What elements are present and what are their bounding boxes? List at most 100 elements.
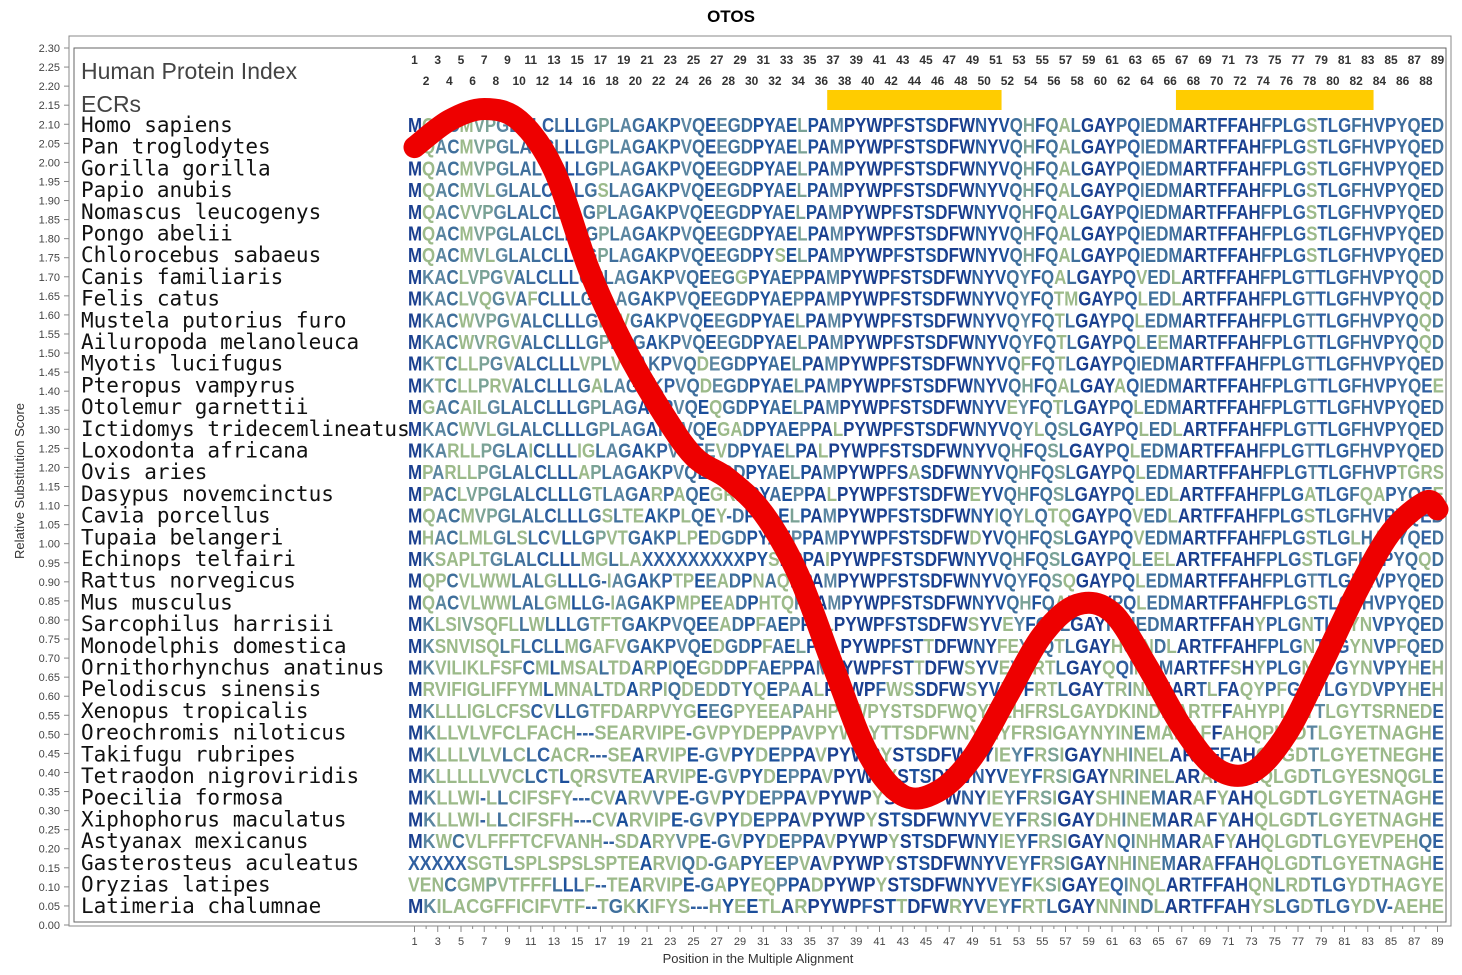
- sequence-row: MQACMVPGLALCLLLGPLAGAKPVQEEGDPYAELPAMPYW…: [408, 224, 1444, 246]
- x-tick-label: 59: [1083, 936, 1095, 948]
- x-tick-label: 11: [525, 936, 536, 948]
- sequence-row: MKTCLLPGVALCLLLVPLVGAKPVQDEGDPYAELPAMPYW…: [408, 354, 1444, 376]
- human-index-number: 56: [1047, 74, 1061, 88]
- x-axis-label: Position in the Multiple Alignment: [663, 951, 854, 966]
- y-tick-label: 2.00: [39, 157, 60, 169]
- human-index-number: 41: [873, 53, 887, 67]
- species-label: Ictidomys tridecemlineatus: [81, 417, 410, 441]
- sequence-row: MKILACGFFICIFVTF--TGKKIFYS---HYEETLARPYW…: [408, 896, 1444, 918]
- y-axis: 0.00 0.05 0.10 0.15 0.20 0.25 0.30 0.35 0.40 0.45…: [39, 43, 69, 932]
- y-tick-label: 0.05: [39, 901, 60, 913]
- human-index-number: 4: [446, 74, 453, 88]
- ecr-bar: [1175, 90, 1374, 110]
- y-tick-label: 1.80: [39, 234, 60, 246]
- sequence-row: MQACMVPGLALCLLLGSLTEAKPLQEY-DPYAELPAMPYW…: [408, 506, 1444, 528]
- sequence-row: MKACWVRGVALCLLLGPLAGAKPVQEEGDPYAELPAMPYW…: [408, 332, 1444, 354]
- sequence-row: MKACLVQGVAFCLLLGPLAGAKPVQEEGDPYAEPPAMPYW…: [408, 289, 1444, 311]
- sequence-row: MKSNVISQLFLCLLMGAFVGAKPVQEDGDPFAELPDLPYW…: [408, 636, 1444, 658]
- y-tick-label: 0.25: [39, 825, 60, 837]
- species-label: Pteropus vampyrus: [81, 373, 296, 397]
- human-index-number: 51: [989, 53, 1003, 67]
- human-index-number: 59: [1082, 53, 1096, 67]
- human-index-number: 2: [423, 74, 430, 88]
- x-tick-label: 81: [1338, 936, 1350, 948]
- human-index-odd-row: 1 3 5 7 9 11 13 15 17 19 21 23 25 27 29 31 33 35 37 39 41 43 4…: [411, 53, 1444, 67]
- human-index-number: 44: [908, 74, 922, 88]
- species-label: Pan troglodytes: [81, 135, 271, 159]
- y-tick-label: 0.35: [39, 787, 60, 799]
- human-index-number: 33: [780, 53, 794, 67]
- human-index-number: 14: [559, 74, 573, 88]
- human-index-number: 35: [803, 53, 817, 67]
- human-index-number: 26: [698, 74, 712, 88]
- human-index-number: 49: [966, 53, 980, 67]
- species-label: Mustela putorius furo: [81, 308, 347, 332]
- human-index-number: 74: [1256, 74, 1270, 88]
- y-tick-label: 1.55: [39, 329, 60, 341]
- species-label: Oreochromis niloticus: [81, 721, 347, 745]
- y-tick-label: 1.70: [39, 272, 60, 284]
- species-label: Rattus norvegicus: [81, 569, 296, 593]
- y-tick-label: 2.10: [39, 119, 60, 131]
- human-index-number: 60: [1094, 74, 1108, 88]
- x-tick-label: 47: [943, 936, 955, 948]
- species-label: Echinops telfairi: [81, 547, 296, 571]
- ecr-bar: [827, 90, 1002, 110]
- sequence-row: MKACLVPGVALCLLLGPLAGAKPVQEEGGPYAEPPAMPYW…: [408, 267, 1444, 289]
- human-index-number: 39: [850, 53, 864, 67]
- human-index-number: 54: [1024, 74, 1038, 88]
- human-index-number: 25: [687, 53, 701, 67]
- human-index-number: 71: [1222, 53, 1236, 67]
- x-tick-label: 55: [1036, 936, 1048, 948]
- y-tick-label: 1.45: [39, 367, 60, 379]
- sequence-row: MKVILIKLFSFCMLMSALTDARPIQEGDDPFAEPPAMPYW…: [408, 658, 1444, 680]
- species-label: Ornithorhynchus anatinus: [81, 656, 384, 680]
- x-tick-label: 89: [1431, 936, 1443, 948]
- y-tick-label: 0.55: [39, 710, 60, 722]
- species-label: Dasypus novemcinctus: [81, 482, 334, 506]
- y-tick-label: 0.60: [39, 691, 60, 703]
- x-tick-label: 15: [571, 936, 583, 948]
- x-tick-label: 53: [1013, 936, 1025, 948]
- species-label: Monodelphis domestica: [81, 634, 347, 658]
- human-index-number: 73: [1245, 53, 1259, 67]
- y-tick-label: 0.70: [39, 653, 60, 665]
- human-index-number: 23: [664, 53, 678, 67]
- species-label: Nomascus leucogenys: [81, 200, 321, 224]
- y-tick-label: 1.90: [39, 196, 60, 208]
- human-index-number: 6: [469, 74, 476, 88]
- human-index-number: 3: [434, 53, 441, 67]
- human-index-number: 69: [1198, 53, 1212, 67]
- sequence-row: MQACMVPGLALCLLLGPLAGAKPVQEEGDPYAELPAMPYW…: [408, 158, 1444, 180]
- species-label: Myotis lucifugus: [81, 352, 283, 376]
- x-tick-label: 83: [1362, 936, 1374, 948]
- x-tick-label: 49: [966, 936, 978, 948]
- y-tick-label: 2.20: [39, 81, 60, 93]
- x-tick-label: 39: [850, 936, 862, 948]
- y-tick-label: 2.05: [39, 138, 60, 150]
- y-tick-label: 1.30: [39, 424, 60, 436]
- y-tick-label: 1.65: [39, 291, 60, 303]
- human-index-number: 31: [757, 53, 771, 67]
- human-index-number: 78: [1303, 74, 1317, 88]
- human-index-number: 75: [1268, 53, 1282, 67]
- species-label: Otolemur garnettii: [81, 395, 309, 419]
- human-index-number: 15: [571, 53, 585, 67]
- x-tick-label: 85: [1385, 936, 1397, 948]
- ecrs-label: ECRs: [81, 91, 141, 117]
- sequence-row: MQACMVLGLALCLLLGPLAGAKPVQEEGDPYSELPAMPYW…: [408, 245, 1444, 267]
- sequence-row: MHACLMLGLSLCVLLGPVTGAKPLPEDGDPYAEPPAMPYW…: [408, 527, 1444, 549]
- y-tick-label: 1.05: [39, 520, 60, 532]
- human-index-number: 83: [1361, 53, 1375, 67]
- human-index-number: 27: [710, 53, 724, 67]
- human-index-number: 88: [1419, 74, 1433, 88]
- human-index-number: 8: [493, 74, 500, 88]
- chart-title: OTOS: [707, 7, 755, 26]
- x-tick-label: 75: [1269, 936, 1281, 948]
- x-tick-label: 67: [1176, 936, 1188, 948]
- x-tick-label: 5: [458, 936, 464, 948]
- x-tick-label: 65: [1152, 936, 1164, 948]
- y-tick-label: 1.95: [39, 176, 60, 188]
- y-tick-label: 0.15: [39, 863, 60, 875]
